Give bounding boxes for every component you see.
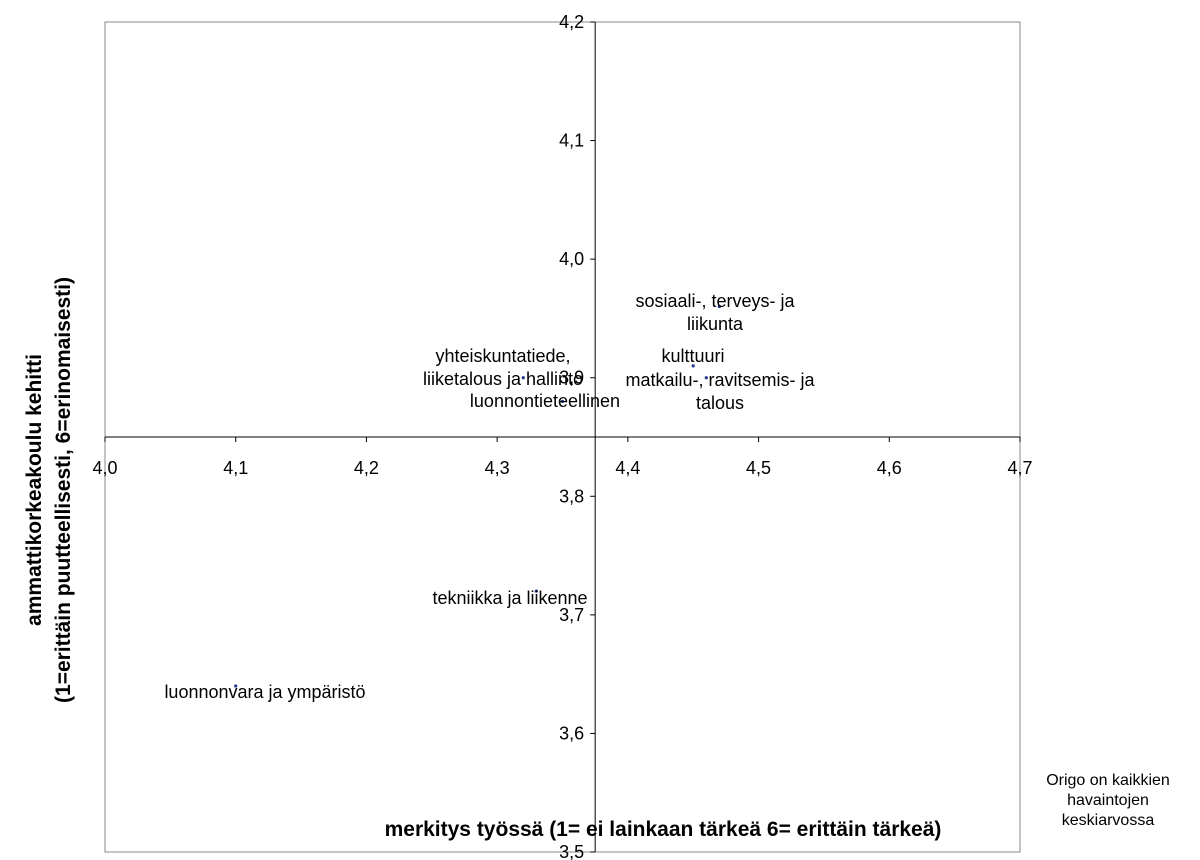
x-tick-label: 4,3	[485, 458, 510, 478]
axes	[105, 22, 1020, 852]
y-tick-label: 3,7	[559, 605, 584, 625]
y-tick-label: 3,6	[559, 723, 584, 743]
origin-note-text: Origo on kaikkien havaintojen keskiarvossa	[1046, 772, 1170, 829]
x-tick-label: 4,4	[615, 458, 640, 478]
y-axis-title-text: ammattikorkeakoulu kehitti (1=erittäin pu…	[23, 277, 75, 703]
origin-note: Origo on kaikkien havaintojen keskiarvossa	[1046, 772, 1170, 829]
data-point	[534, 589, 538, 593]
x-axis-ticks: 4,0 4,1 4,2 4,3 4,4 4,5 4,6 4,7	[92, 437, 1033, 478]
x-axis-title: merkitys työssä (1= ei lainkaan tärkeä 6…	[385, 818, 942, 841]
point-labels: sosiaali-, terveys- ja liikunta kulttuuri m…	[164, 291, 815, 702]
data-point	[560, 399, 565, 404]
y-axis-title: ammattikorkeakoulu kehitti (1=erittäin pu…	[23, 277, 75, 703]
y-tick-label: 4,0	[559, 249, 584, 269]
point-label: tekniikka ja liikenne	[432, 588, 587, 608]
data-point	[717, 304, 721, 309]
point-label: luonnontieteellinen	[470, 391, 620, 411]
point-label: yhteiskuntatiede, liiketalous ja hallinto	[423, 346, 583, 389]
y-tick-label: 3,5	[559, 842, 584, 860]
x-tick-label: 4,5	[746, 458, 771, 478]
x-tick-label: 4,7	[1007, 458, 1032, 478]
y-tick-label: 4,1	[559, 131, 584, 151]
data-points	[234, 304, 721, 688]
data-point	[521, 376, 525, 380]
point-label: matkailu-, ravitsemis- ja talous	[625, 370, 815, 413]
data-point	[234, 684, 238, 688]
x-tick-label: 4,2	[354, 458, 379, 478]
point-label: sosiaali-, terveys- ja liikunta	[635, 291, 795, 334]
y-tick-label: 4,2	[559, 12, 584, 32]
x-tick-label: 4,6	[877, 458, 902, 478]
x-tick-label: 4,1	[223, 458, 248, 478]
y-tick-label: 3,8	[559, 486, 584, 506]
data-point	[704, 376, 708, 380]
y-axis-ticks: 3,5 3,6 3,7 3,8 3,9 4,0 4,1 4,2	[559, 12, 596, 860]
x-tick-label: 4,0	[92, 458, 117, 478]
data-point	[691, 364, 695, 368]
point-label: kulttuuri	[661, 346, 724, 366]
y-tick-label: 3,9	[559, 368, 584, 388]
point-label: luonnonvara ja ympäristö	[164, 682, 365, 702]
